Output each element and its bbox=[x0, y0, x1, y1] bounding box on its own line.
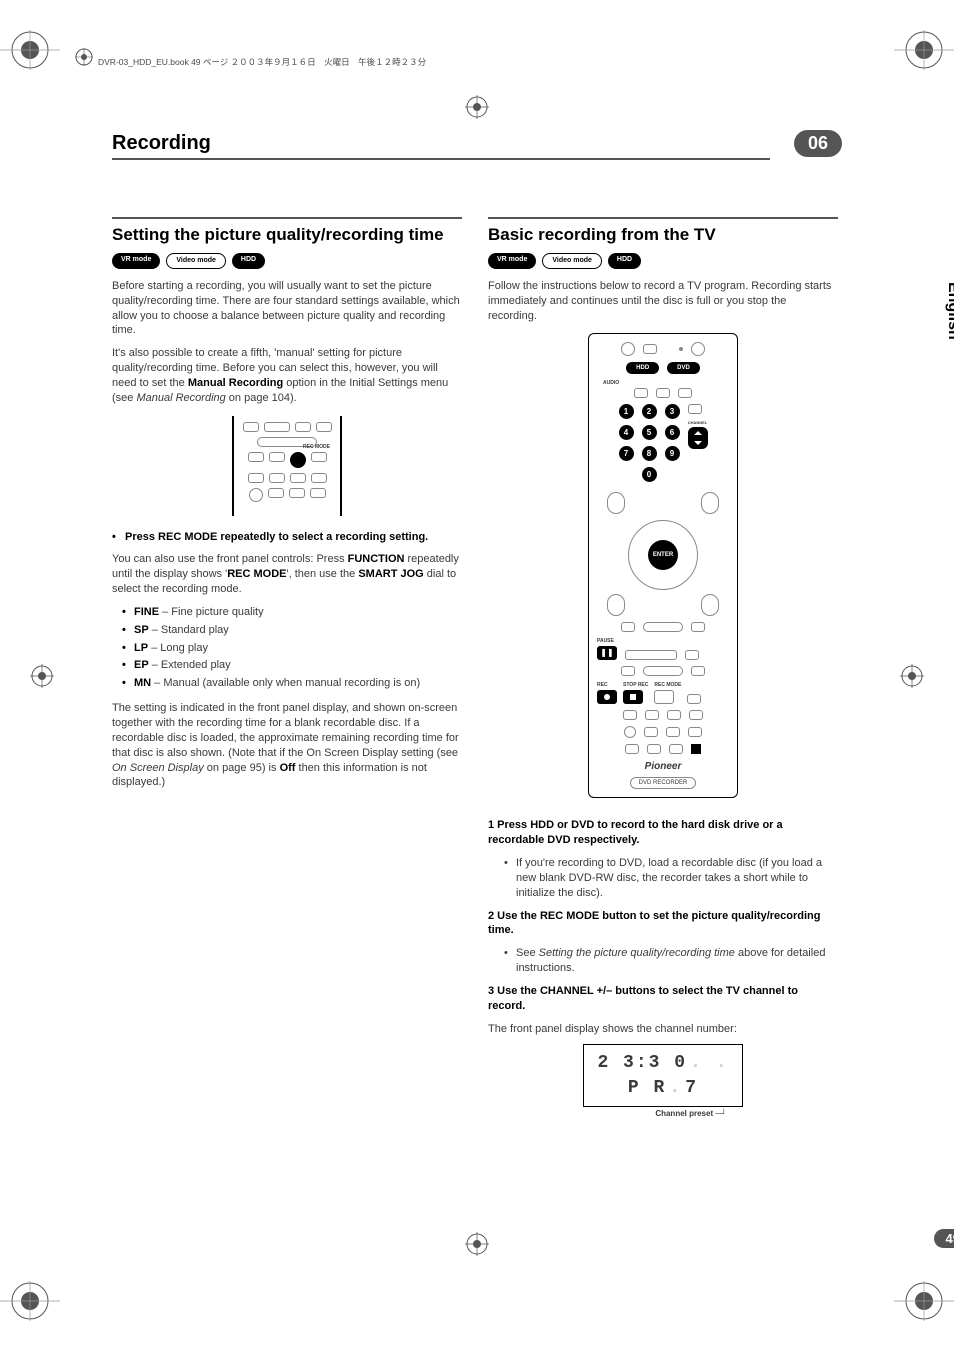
left-heading: Setting the picture quality/recording ti… bbox=[112, 217, 462, 245]
recmode-button-icon bbox=[290, 452, 306, 468]
pill-vr: VR mode bbox=[488, 253, 536, 268]
left-step: • Press REC MODE repeatedly to select a … bbox=[112, 530, 462, 545]
pill-vr: VR mode bbox=[112, 253, 160, 268]
list-item: MN – Manual (available only when manual … bbox=[122, 676, 462, 691]
crop-mark-bottom bbox=[465, 1232, 489, 1256]
pioneer-logo: Pioneer bbox=[597, 760, 729, 774]
model-label: DVD RECORDER bbox=[630, 777, 697, 789]
pill-hdd: HDD bbox=[608, 253, 641, 268]
dvd-button: DVD bbox=[667, 362, 700, 374]
recmode-button bbox=[654, 690, 674, 704]
chapter-number: 06 bbox=[794, 130, 842, 157]
crop-mark-left bbox=[30, 664, 54, 688]
step1-head: 1 Press HDD or DVD to record to the hard… bbox=[488, 818, 838, 848]
left-p2: It's also possible to create a fifth, 'm… bbox=[112, 346, 462, 405]
enter-button: ENTER bbox=[648, 540, 678, 570]
right-heading: Basic recording from the TV bbox=[488, 217, 838, 245]
left-p3: You can also use the front panel control… bbox=[112, 552, 462, 597]
display-label: Channel preset ─┘ bbox=[516, 1109, 866, 1120]
pill-video: Video mode bbox=[542, 253, 602, 268]
page-number: 49 En bbox=[934, 1229, 954, 1260]
right-p1: Follow the instructions below to record … bbox=[488, 279, 838, 324]
crop-mark-bl bbox=[0, 1261, 60, 1321]
remote-small-diagram: REC MODE bbox=[232, 416, 342, 516]
right-column: Basic recording from the TV VR mode Vide… bbox=[488, 217, 838, 1120]
rec-button bbox=[597, 690, 617, 704]
mode-pills: VR mode Video mode HDD bbox=[488, 253, 838, 268]
pause-button: ❚❚ bbox=[597, 646, 617, 660]
left-column: Setting the picture quality/recording ti… bbox=[112, 217, 462, 1120]
channel-button bbox=[688, 427, 708, 449]
header-meta: DVR-03_HDD_EU.book 49 ページ ２００３年９月１６日 火曜日… bbox=[98, 56, 426, 68]
left-p4: The setting is indicated in the front pa… bbox=[112, 701, 462, 790]
quality-list: FINE – Fine picture quality SP – Standar… bbox=[122, 605, 462, 691]
crop-mark-br bbox=[894, 1261, 954, 1321]
language-tab: English bbox=[944, 228, 954, 340]
list-item: LP – Long play bbox=[122, 641, 462, 656]
section-header: Recording 06 bbox=[112, 130, 842, 157]
list-item: If you're recording to DVD, load a recor… bbox=[504, 856, 838, 901]
section-title: Recording bbox=[112, 132, 211, 155]
crop-mark-tl bbox=[0, 30, 60, 90]
crop-mark-top bbox=[465, 95, 489, 119]
list-item: SP – Standard play bbox=[122, 623, 462, 638]
step2-head: 2 Use the REC MODE button to set the pic… bbox=[488, 909, 838, 939]
list-item: See Setting the picture quality/recordin… bbox=[504, 946, 838, 976]
hdd-button: HDD bbox=[626, 362, 659, 374]
stoprec-button bbox=[623, 690, 643, 704]
crop-mark-right bbox=[900, 664, 924, 688]
remote-large-diagram: HDDDVD AUDIO 123 456 789 0 CHANNEL bbox=[588, 333, 738, 798]
mode-pills: VR mode Video mode HDD bbox=[112, 253, 462, 268]
left-p1: Before starting a recording, you will us… bbox=[112, 279, 462, 338]
dpad: ENTER bbox=[628, 520, 698, 590]
list-item: EP – Extended play bbox=[122, 658, 462, 673]
section-underline bbox=[112, 158, 770, 160]
crop-mark-tr bbox=[894, 30, 954, 90]
step3-p: The front panel display shows the channe… bbox=[488, 1022, 838, 1037]
pill-video: Video mode bbox=[166, 253, 226, 268]
step3-head: 3 Use the CHANNEL +/– buttons to select … bbox=[488, 984, 838, 1014]
list-item: FINE – Fine picture quality bbox=[122, 605, 462, 620]
header-target-icon bbox=[75, 48, 93, 66]
front-panel-display: 2 3:3 0 . . P R . 7 bbox=[583, 1044, 743, 1107]
pill-hdd: HDD bbox=[232, 253, 265, 268]
